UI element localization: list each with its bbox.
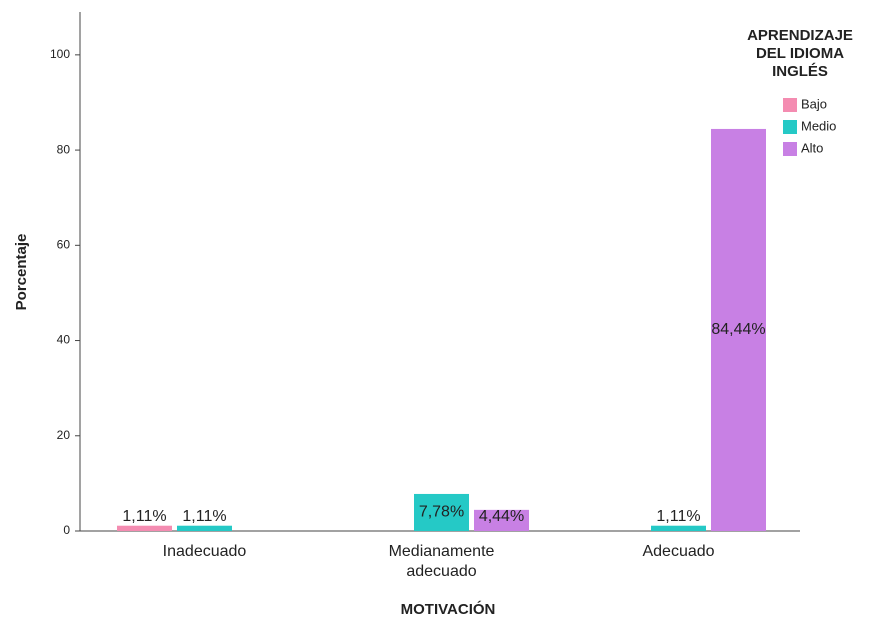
legend-title: DEL IDIOMA bbox=[756, 45, 844, 62]
y-axis-label: Porcentaje bbox=[13, 234, 30, 311]
x-axis-label: MOTIVACIÓN bbox=[401, 600, 496, 618]
x-tick-label: Adecuado bbox=[642, 543, 714, 560]
value-label: 4,44% bbox=[479, 508, 524, 525]
legend-swatch bbox=[783, 120, 797, 134]
bar bbox=[474, 509, 529, 531]
y-tick-label: 60 bbox=[57, 237, 71, 251]
value-label: 1,11% bbox=[656, 508, 700, 525]
legend-title: INGLÉS bbox=[772, 63, 828, 80]
y-tick-label: 40 bbox=[57, 333, 71, 347]
y-tick-label: 0 bbox=[63, 523, 70, 537]
legend-label: Medio bbox=[801, 118, 836, 133]
bar bbox=[177, 525, 232, 531]
legend-swatch bbox=[783, 142, 797, 156]
y-tick-label: 80 bbox=[57, 142, 71, 156]
bar bbox=[711, 128, 766, 531]
y-tick-label: 100 bbox=[50, 47, 70, 61]
x-tick-label: Inadecuado bbox=[163, 543, 247, 560]
value-label: 84,44% bbox=[711, 321, 765, 338]
value-label: 1,11% bbox=[182, 508, 226, 525]
x-tick-label: Medianamente adecuado bbox=[389, 543, 495, 580]
value-label: 7,78% bbox=[419, 504, 464, 521]
legend-label: Bajo bbox=[801, 96, 827, 111]
bar bbox=[651, 525, 706, 531]
y-tick-label: 20 bbox=[57, 428, 71, 442]
bar bbox=[117, 525, 172, 531]
bar bbox=[414, 493, 469, 531]
legend-label: Alto bbox=[801, 140, 823, 155]
value-label: 1,11% bbox=[122, 508, 166, 525]
legend-swatch bbox=[783, 98, 797, 112]
legend-title: APRENDIZAJE bbox=[747, 27, 853, 44]
